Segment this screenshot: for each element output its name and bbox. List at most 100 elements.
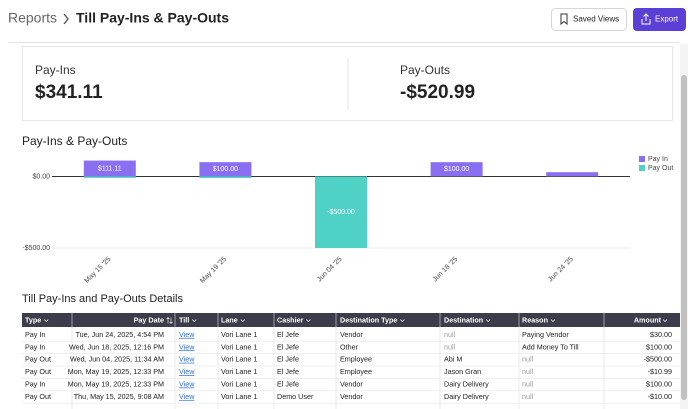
- table-cell: El Jefe: [277, 342, 299, 351]
- table-cell: Vori Lane 1: [221, 367, 257, 376]
- table-cell: Tue, Jun 24, 2025, 4:54 PM: [76, 330, 164, 339]
- table-cell: Vendor: [340, 330, 363, 339]
- table-cell: -$500.00: [644, 355, 672, 364]
- column-header[interactable]: Destination: [444, 315, 483, 324]
- table-cell: Pay In: [25, 380, 45, 389]
- legend-swatch: [639, 156, 645, 162]
- table-cell: Wed, Jun 18, 2025, 12:16 PM: [69, 342, 164, 351]
- table-cell: null: [444, 342, 456, 351]
- page-title: Till Pay-Ins & Pay-Outs: [76, 10, 229, 26]
- sort-icon: [166, 317, 173, 324]
- table-cell: Employee: [340, 367, 372, 376]
- column-header[interactable]: Till: [179, 315, 189, 324]
- chevron: [63, 13, 69, 25]
- table-header: [22, 313, 688, 327]
- table-cell: Paying Vendor: [522, 330, 569, 339]
- column-header[interactable]: Cashier: [277, 315, 304, 324]
- legend-label: Pay Out: [648, 165, 673, 172]
- y-tick-label: -$500.00: [22, 245, 50, 252]
- column-header[interactable]: Destination Type: [340, 315, 397, 324]
- view-link[interactable]: View: [179, 355, 195, 364]
- column-header[interactable]: Amount: [634, 315, 662, 324]
- bar: [199, 176, 252, 179]
- table-cell: $100.00: [646, 380, 672, 389]
- button-label[interactable]: Saved Views: [573, 15, 619, 24]
- dropdown-icon: [400, 319, 405, 322]
- table-cell: El Jefe: [277, 367, 299, 376]
- button-label[interactable]: Export: [655, 15, 679, 24]
- y-tick-label: $0.00: [32, 173, 50, 180]
- summary-value: $341.11: [35, 82, 103, 103]
- table-cell: Vori Lane 1: [221, 355, 257, 364]
- table-cell: Pay In: [25, 330, 45, 339]
- table-cell: Dairy Delivery: [444, 380, 489, 389]
- column-header[interactable]: Pay Date: [134, 315, 164, 324]
- table-cell: Vendor: [340, 392, 363, 401]
- data-label: -$500.00: [327, 209, 355, 216]
- table-cell: -$10.00: [648, 392, 672, 401]
- table-cell: El Jefe: [277, 380, 299, 389]
- data-label: $100.00: [444, 166, 469, 173]
- table-cell: Thu, May 15, 2025, 9:08 AM: [74, 392, 164, 401]
- summary-value: -$520.99: [400, 82, 475, 103]
- table-cell: Dairy Delivery: [444, 392, 489, 401]
- view-link[interactable]: View: [179, 342, 195, 351]
- table-cell: Vori Lane 1: [221, 380, 257, 389]
- table-cell: Mon, May 19, 2025, 12:33 PM: [68, 367, 164, 376]
- legend-swatch: [639, 165, 645, 171]
- dropdown-icon: [44, 319, 49, 322]
- bar: [83, 160, 136, 177]
- column-header[interactable]: Type: [25, 315, 41, 324]
- table-cell: Employee: [340, 355, 372, 364]
- bookmark-icon: [560, 13, 568, 26]
- table-title: Till Pay-Ins and Pay-Outs Details: [22, 293, 183, 305]
- table-cell: Other: [340, 342, 359, 351]
- table-cell: Pay Out: [25, 355, 51, 364]
- bar: [199, 162, 252, 177]
- table-cell: Demo User: [277, 392, 314, 401]
- breadcrumb[interactable]: Reports: [8, 10, 57, 26]
- scrollbar-thumb[interactable]: [681, 75, 687, 400]
- column-header[interactable]: Reason: [522, 315, 548, 324]
- table-cell: -$10.99: [648, 367, 672, 376]
- table-cell: $30.00: [650, 330, 672, 339]
- summary-label: Pay-Outs: [400, 63, 450, 77]
- view-link[interactable]: View: [179, 367, 195, 376]
- dropdown-icon: [662, 319, 668, 322]
- table-cell: Abi M: [444, 355, 462, 364]
- table-cell: El Jefe: [277, 355, 299, 364]
- table-cell: Pay Out: [25, 367, 51, 376]
- dropdown-icon: [485, 319, 491, 322]
- saved-views-button[interactable]: [551, 8, 627, 31]
- bar: [430, 162, 483, 177]
- table-cell: Wed, Jun 04, 2025, 11:34 AM: [70, 355, 164, 364]
- table-cell: null: [522, 355, 534, 364]
- table-cell: Vori Lane 1: [221, 392, 257, 401]
- legend-label: Pay In: [648, 156, 668, 163]
- view-link[interactable]: View: [179, 380, 195, 389]
- column-header[interactable]: Lane: [221, 315, 238, 324]
- table-cell: Pay In: [25, 342, 45, 351]
- view-link[interactable]: View: [179, 392, 195, 401]
- table-cell: Mon, May 19, 2025, 12:33 PM: [68, 380, 164, 389]
- dropdown-icon: [550, 319, 556, 322]
- view-link[interactable]: View: [179, 330, 195, 339]
- table-cell: null: [522, 367, 534, 376]
- data-label: $100.00: [213, 166, 238, 173]
- bar: [83, 176, 136, 178]
- bar: [546, 172, 599, 177]
- data-label: $111.11: [98, 165, 122, 172]
- table-cell: Jason Gran: [444, 367, 481, 376]
- export-icon: [641, 13, 651, 25]
- table-cell: Vori Lane 1: [221, 330, 257, 339]
- dropdown-icon: [306, 319, 311, 322]
- table-cell: El Jefe: [277, 330, 299, 339]
- table-cell: null: [522, 380, 534, 389]
- table-cell: Vendor: [340, 380, 363, 389]
- bar: [315, 176, 367, 248]
- table-cell: Add Money To Till: [522, 342, 579, 351]
- table-cell: Vori Lane 1: [221, 342, 257, 351]
- summary-label: Pay-Ins: [35, 63, 76, 77]
- table-cell: null: [444, 330, 456, 339]
